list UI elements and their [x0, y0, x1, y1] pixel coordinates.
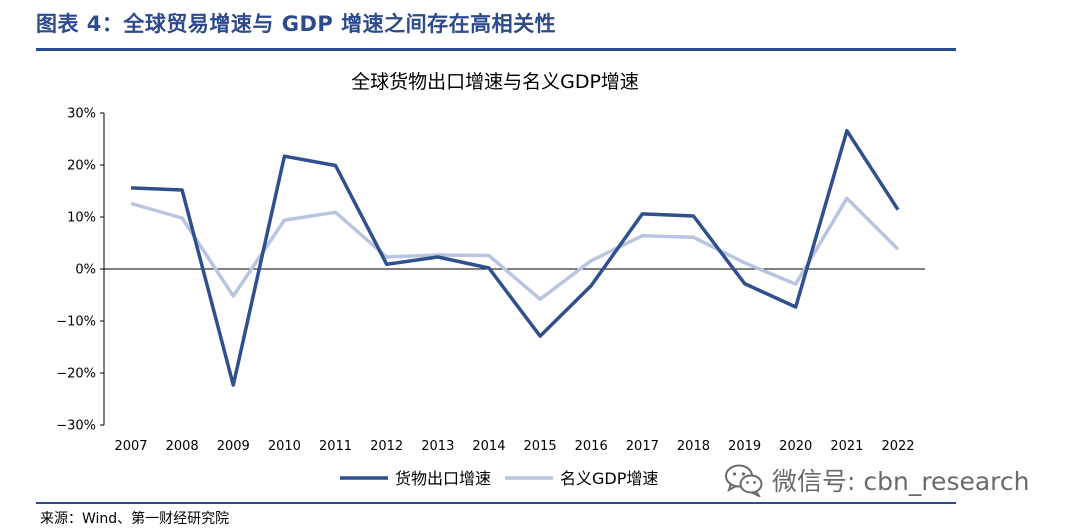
x-tick-label: 2020 [779, 439, 812, 454]
x-tick-label: 2014 [472, 439, 505, 454]
x-tick-label: 2007 [114, 439, 147, 454]
y-tick-label: 10% [67, 211, 96, 226]
y-tick-label: 20% [67, 159, 96, 174]
source-note: 来源：Wind、第一财经研究院 [40, 511, 230, 527]
x-tick-label: 2015 [524, 439, 557, 454]
x-tick-label: 2008 [166, 439, 199, 454]
watermark-text: 微信号: cbn_research [772, 467, 1030, 496]
x-tick-label: 2012 [370, 439, 403, 454]
y-tick-label: −20% [56, 367, 96, 382]
x-tick-label: 2022 [881, 439, 914, 454]
y-tick-label: 30% [67, 107, 96, 122]
x-tick-label: 2019 [728, 439, 761, 454]
chart-title: 全球货物出口增速与名义GDP增速 [351, 71, 639, 93]
y-tick-label: −30% [56, 419, 96, 434]
series-line-export [130, 128, 900, 387]
x-tick-label: 2011 [319, 439, 352, 454]
x-axis-labels: 2007 2008 2009 2010 2011 2012 2013 2014 2015 2016… [114, 439, 914, 454]
line-chart: 全球货物出口增速与名义GDP增速 30% 20% 10% 0% −10% −20% −30%… [56, 71, 925, 488]
y-tick-label: −10% [56, 315, 96, 330]
wechat-icon [725, 464, 763, 497]
x-tick-label: 2016 [575, 439, 608, 454]
x-tick-label: 2009 [217, 439, 250, 454]
series-line-gdp [130, 196, 900, 301]
x-tick-label: 2010 [268, 439, 301, 454]
series-layer [130, 128, 900, 387]
x-tick-label: 2017 [626, 439, 659, 454]
legend-label-export: 货物出口增速 [395, 469, 491, 488]
y-axis-ticks: 30% 20% 10% 0% −10% −20% −30% [56, 107, 104, 434]
x-tick-label: 2018 [677, 439, 710, 454]
legend: 货物出口增速 名义GDP增速 [340, 469, 658, 488]
watermark: 微信号: cbn_research [724, 462, 1029, 498]
figure-title: 图表 4：全球贸易增速与 GDP 增速之间存在高相关性 [36, 12, 557, 36]
legend-label-gdp: 名义GDP增速 [560, 469, 658, 488]
y-tick-label: 0% [75, 263, 96, 278]
x-tick-label: 2021 [830, 439, 863, 454]
footer-divider [36, 502, 956, 504]
x-tick-label: 2013 [421, 439, 454, 454]
header-divider [36, 48, 956, 51]
